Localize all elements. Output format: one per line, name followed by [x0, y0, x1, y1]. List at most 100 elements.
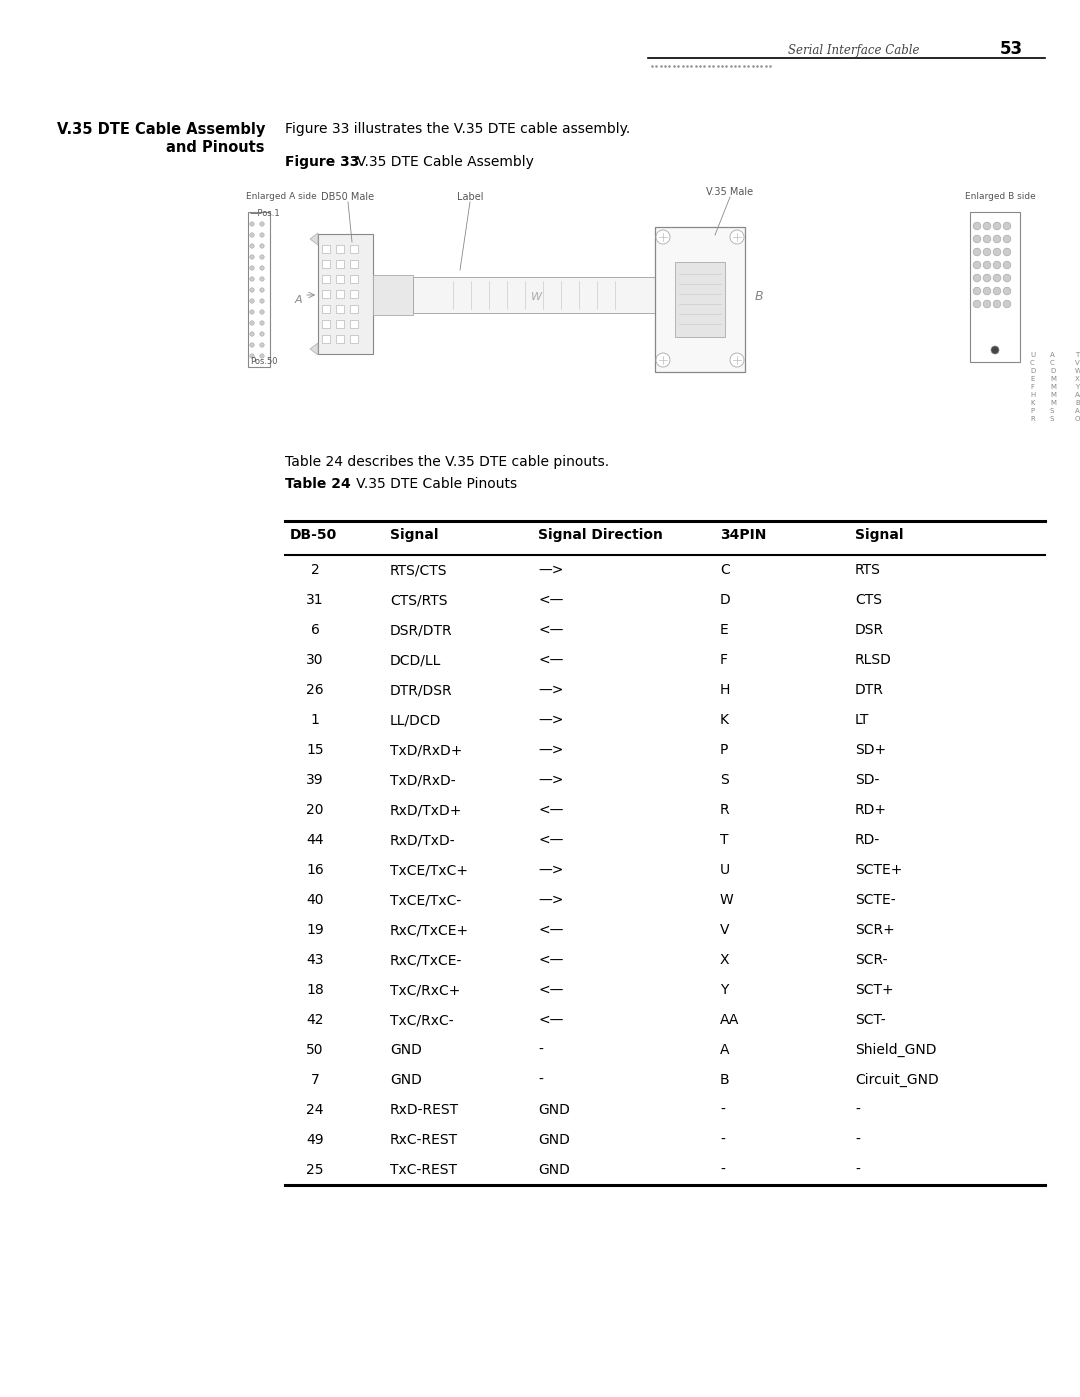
Text: A: A	[1050, 352, 1055, 358]
Text: RTS/CTS: RTS/CTS	[390, 563, 447, 577]
Circle shape	[260, 233, 265, 237]
Text: DTR/DSR: DTR/DSR	[390, 683, 453, 697]
Text: V.35 DTE Cable Assembly: V.35 DTE Cable Assembly	[348, 155, 534, 169]
Circle shape	[1003, 288, 1011, 295]
Circle shape	[973, 261, 981, 268]
Text: 40: 40	[307, 893, 324, 907]
Text: —Pos.1: —Pos.1	[249, 210, 281, 218]
Text: 53: 53	[1000, 41, 1023, 59]
Text: DB50 Male: DB50 Male	[322, 191, 375, 203]
Circle shape	[249, 254, 254, 260]
Text: -: -	[855, 1104, 860, 1118]
Text: U: U	[1030, 352, 1035, 358]
Text: <—: <—	[538, 833, 564, 847]
Bar	[413, 277, 660, 313]
Text: —>: —>	[538, 773, 564, 787]
Text: -: -	[538, 1044, 543, 1058]
Bar	[373, 275, 413, 314]
Text: RTS: RTS	[855, 563, 881, 577]
Text: —>: —>	[538, 683, 564, 697]
Text: RxD/TxD+: RxD/TxD+	[390, 803, 462, 817]
Circle shape	[994, 261, 1001, 268]
Text: V.35 Male: V.35 Male	[706, 187, 754, 197]
Bar	[248, 212, 270, 367]
Text: RxD-REST: RxD-REST	[390, 1104, 459, 1118]
Text: M: M	[1050, 393, 1056, 398]
Text: P: P	[1030, 408, 1035, 414]
Circle shape	[983, 249, 990, 256]
Text: T: T	[720, 833, 729, 847]
Text: DB-50: DB-50	[291, 528, 337, 542]
Text: <—: <—	[538, 983, 564, 997]
Bar	[654, 226, 745, 372]
Text: -: -	[855, 1162, 860, 1178]
Text: 30: 30	[307, 652, 324, 666]
Text: 19: 19	[306, 923, 324, 937]
Text: <—: <—	[538, 652, 564, 666]
Circle shape	[1003, 249, 1011, 256]
Circle shape	[260, 332, 265, 337]
Text: SCT+: SCT+	[855, 983, 893, 997]
Text: RxC-REST: RxC-REST	[390, 1133, 458, 1147]
Text: Label: Label	[457, 191, 483, 203]
Polygon shape	[310, 233, 318, 244]
Text: 15: 15	[307, 743, 324, 757]
Text: CC: CC	[1075, 416, 1080, 422]
Bar	[675, 263, 725, 337]
Text: 6: 6	[311, 623, 320, 637]
Circle shape	[994, 222, 1001, 229]
Circle shape	[656, 231, 670, 244]
Text: V: V	[1075, 360, 1080, 366]
Text: S: S	[720, 773, 729, 787]
Circle shape	[973, 300, 981, 307]
Text: Y: Y	[720, 983, 728, 997]
Text: SD+: SD+	[855, 743, 886, 757]
Text: TxC-REST: TxC-REST	[390, 1162, 457, 1178]
Text: M: M	[1050, 376, 1056, 381]
Text: Table 24 describes the V.35 DTE cable pinouts.: Table 24 describes the V.35 DTE cable pi…	[285, 455, 609, 469]
Circle shape	[656, 353, 670, 367]
Text: K: K	[1030, 400, 1035, 407]
Text: <—: <—	[538, 1013, 564, 1027]
Text: D: D	[1030, 367, 1036, 374]
Text: B: B	[1075, 400, 1080, 407]
Circle shape	[260, 244, 265, 249]
Bar	[336, 260, 345, 268]
Text: RxC/TxCE+: RxC/TxCE+	[390, 923, 469, 937]
Text: E: E	[1030, 376, 1035, 381]
Bar	[322, 305, 330, 313]
Text: 44: 44	[307, 833, 324, 847]
Circle shape	[249, 353, 254, 358]
Text: R: R	[1030, 416, 1035, 422]
Circle shape	[983, 288, 990, 295]
Bar	[322, 320, 330, 328]
Bar	[350, 244, 357, 253]
Text: B: B	[755, 291, 764, 303]
Circle shape	[260, 310, 265, 314]
Circle shape	[249, 342, 254, 348]
Text: Signal: Signal	[390, 528, 438, 542]
Circle shape	[730, 353, 744, 367]
Text: D: D	[1050, 367, 1055, 374]
Text: <—: <—	[538, 953, 564, 967]
Text: T: T	[1075, 352, 1079, 358]
Circle shape	[994, 288, 1001, 295]
Text: <—: <—	[538, 923, 564, 937]
Circle shape	[983, 274, 990, 282]
Bar	[318, 235, 373, 353]
Circle shape	[249, 299, 254, 303]
Circle shape	[260, 299, 265, 303]
Circle shape	[983, 235, 990, 243]
Text: —>: —>	[538, 743, 564, 757]
Text: DCD/LL: DCD/LL	[390, 652, 442, 666]
Circle shape	[249, 332, 254, 337]
Text: Serial Interface Cable: Serial Interface Cable	[788, 43, 919, 57]
Text: RxC/TxCE-: RxC/TxCE-	[390, 953, 462, 967]
Bar	[336, 244, 345, 253]
Text: —>: —>	[538, 863, 564, 877]
Circle shape	[1003, 274, 1011, 282]
Text: W: W	[530, 292, 541, 302]
Circle shape	[994, 300, 1001, 307]
Text: 49: 49	[307, 1133, 324, 1147]
Text: V.35 DTE Cable Pinouts: V.35 DTE Cable Pinouts	[343, 476, 517, 490]
